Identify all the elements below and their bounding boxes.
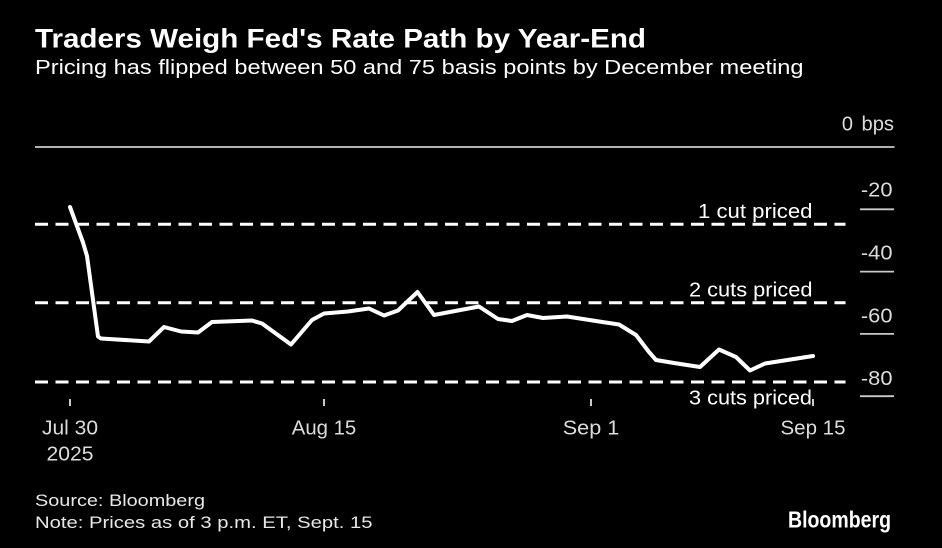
svg-text:Aug 15: Aug 15: [292, 418, 357, 440]
svg-text:-60: -60: [861, 306, 893, 328]
svg-text:0: 0: [842, 114, 853, 136]
svg-text:Note: Prices as of 3 p.m. ET,: Note: Prices as of 3 p.m. ET, Sept. 15: [35, 513, 373, 532]
svg-text:Sep 1: Sep 1: [563, 418, 620, 440]
svg-text:1 cut priced: 1 cut priced: [698, 201, 813, 223]
svg-text:bps: bps: [862, 114, 895, 136]
svg-text:Source: Bloomberg: Source: Bloomberg: [35, 491, 205, 510]
svg-text:-40: -40: [861, 243, 893, 265]
svg-text:3 cuts priced: 3 cuts priced: [689, 388, 812, 410]
svg-text:Jul 30: Jul 30: [42, 418, 98, 440]
svg-text:Sep 15: Sep 15: [781, 418, 846, 440]
svg-text:-80: -80: [861, 368, 893, 390]
svg-text:Pricing has flipped between 50: Pricing has flipped between 50 and 75 ba…: [35, 57, 804, 79]
svg-text:2025: 2025: [47, 444, 94, 466]
svg-text:-20: -20: [861, 180, 893, 202]
svg-text:Traders Weigh Fed's Rate Path: Traders Weigh Fed's Rate Path by Year-En…: [35, 24, 646, 54]
svg-text:2 cuts priced: 2 cuts priced: [689, 279, 813, 301]
svg-text:Bloomberg: Bloomberg: [788, 507, 891, 533]
